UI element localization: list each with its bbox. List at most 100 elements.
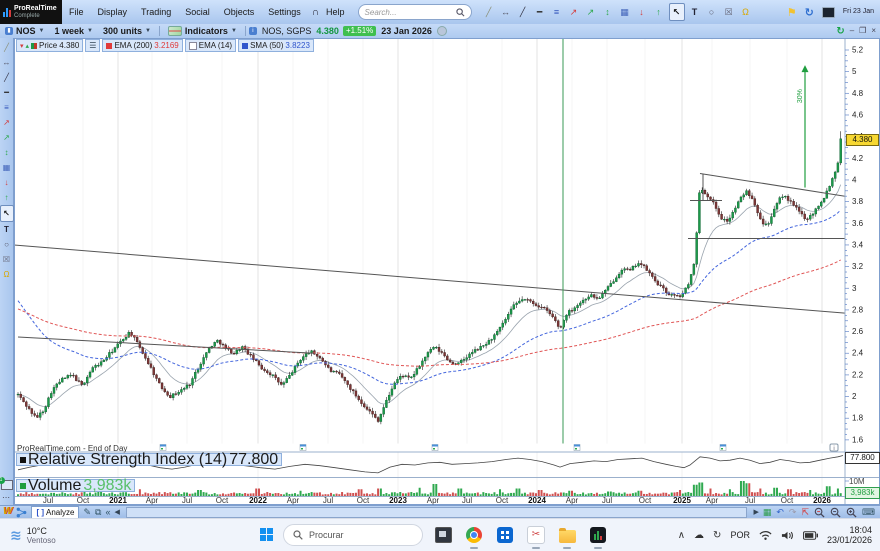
snapshot-icon[interactable]: ▦: [2, 162, 11, 172]
chat-icon[interactable]: ✎: [83, 507, 92, 517]
delete-tool-icon[interactable]: ☒: [724, 7, 733, 17]
measure-icon[interactable]: ↔: [501, 7, 511, 17]
menu-file[interactable]: File: [69, 7, 84, 17]
menu-trading[interactable]: Trading: [141, 7, 172, 17]
app-chrome[interactable]: [463, 524, 485, 549]
delete-tool-icon[interactable]: ☒: [2, 254, 11, 264]
snapshot-icon[interactable]: ▦: [620, 7, 629, 17]
taskbar-search[interactable]: Procurar: [283, 524, 423, 546]
redo-icon[interactable]: ↷: [788, 507, 797, 517]
down-trend-icon[interactable]: ↗: [569, 7, 578, 17]
timeframe-dropdown[interactable]: 1 week ▼: [54, 26, 93, 36]
units-dropdown[interactable]: 300 units ▼: [102, 26, 151, 36]
ruler-icon[interactable]: ╱: [4, 42, 9, 52]
scroll-right-button[interactable]: ▶: [753, 508, 759, 516]
list-settings-chip[interactable]: ☰: [85, 39, 101, 52]
info-icon[interactable]: i: [248, 27, 257, 35]
tray-chevron-icon[interactable]: ∧: [677, 529, 686, 541]
svg-text:Oct: Oct: [639, 496, 652, 505]
zoom-in-icon[interactable]: [846, 507, 857, 518]
scroll-left-button[interactable]: ◀: [114, 508, 120, 516]
prt-w-icon[interactable]: W: [3, 506, 13, 517]
analyze-button[interactable]: [ ] Analyze: [31, 505, 80, 519]
sync-icon[interactable]: ↻: [713, 529, 722, 541]
volume-axis-max: 10M: [849, 477, 865, 486]
app-explorer[interactable]: [556, 524, 578, 549]
keyboard-icon[interactable]: ⌨: [862, 507, 875, 517]
menu-help-wrap[interactable]: ∩ Help: [308, 0, 352, 24]
menu-settings[interactable]: Settings: [268, 7, 301, 17]
alert-bell-icon[interactable]: Ω: [3, 269, 10, 279]
buy-arrow-icon[interactable]: ↑: [656, 7, 661, 17]
cursor-icon[interactable]: ↖: [0, 205, 14, 222]
symbol-dropdown[interactable]: ▮ NOS ▼: [0, 26, 49, 36]
buy-arrow-icon[interactable]: ↑: [4, 192, 9, 202]
pointer-chart-icon[interactable]: ⇱: [801, 507, 809, 517]
trendline-icon[interactable]: ╱: [519, 7, 526, 17]
start-button[interactable]: [260, 528, 274, 542]
sell-arrow-icon[interactable]: ↓: [4, 177, 9, 187]
rsi-legend-chip[interactable]: Relative Strength Index (14) 77.800: [16, 451, 283, 468]
app-task-view[interactable]: [432, 524, 454, 546]
menu-objects[interactable]: Objects: [223, 7, 255, 17]
monitor-icon[interactable]: [821, 6, 835, 18]
undo-icon[interactable]: ↶: [776, 507, 784, 517]
search-input[interactable]: Search...: [357, 4, 472, 20]
menu-social[interactable]: Social: [185, 7, 210, 17]
flag-icon[interactable]: ⚑: [786, 6, 797, 19]
sync-icon[interactable]: ↻: [836, 25, 845, 37]
sma50-legend-chip[interactable]: SMA (50) 3.8223: [238, 39, 314, 52]
windows-layout-icon[interactable]: ⧉: [95, 507, 102, 517]
cursor-icon[interactable]: ↖: [668, 3, 685, 21]
close-button[interactable]: ×: [871, 26, 876, 35]
menu-help[interactable]: Help: [326, 7, 345, 17]
chart-scrollbar[interactable]: [125, 506, 748, 518]
vertical-range-icon[interactable]: ↕: [4, 147, 9, 157]
onedrive-cloud-icon[interactable]: ☁: [694, 529, 705, 541]
more-icon[interactable]: ⋯: [2, 493, 11, 502]
workspace-icon[interactable]: 1: [0, 477, 13, 490]
measure-icon[interactable]: ↔: [2, 57, 11, 67]
indicators-dropdown[interactable]: Indicators ▼: [163, 26, 242, 36]
up-trend-icon[interactable]: ↗: [3, 132, 10, 142]
chart-canvas[interactable]: 30%5.254.84.64.44.243.83.63.43.232.82.62…: [14, 38, 880, 505]
fibonacci-icon[interactable]: ≡: [553, 7, 560, 17]
text-tool-icon[interactable]: T: [4, 224, 9, 234]
up-trend-icon[interactable]: ↗: [586, 7, 595, 17]
restore-button[interactable]: ❐: [859, 26, 867, 35]
clock[interactable]: 18:04 23/01/2026: [827, 525, 872, 545]
text-tool-icon[interactable]: T: [691, 7, 698, 17]
wifi-icon[interactable]: [759, 530, 772, 541]
app-store[interactable]: [494, 524, 516, 546]
app-snipping[interactable]: ✂: [525, 524, 547, 549]
trendline-icon[interactable]: ╱: [4, 72, 9, 82]
ellipse-tool-icon[interactable]: ○: [4, 239, 9, 249]
zoom-out-icon[interactable]: [830, 507, 841, 518]
calendar-icon[interactable]: ▦: [762, 507, 772, 517]
sell-arrow-icon[interactable]: ↓: [639, 7, 644, 17]
ruler-icon[interactable]: ╱: [485, 7, 492, 17]
collapse-icon[interactable]: «: [105, 507, 111, 517]
horizontal-line-icon[interactable]: ━: [4, 87, 9, 97]
minimize-button[interactable]: –: [849, 26, 855, 35]
share-icon[interactable]: [16, 507, 27, 518]
snapshot-circle-icon[interactable]: [436, 26, 447, 36]
alert-bell-icon[interactable]: Ω: [742, 7, 749, 17]
volume-legend-chip[interactable]: Volume 3,983k: [16, 477, 136, 494]
battery-icon[interactable]: [802, 530, 818, 540]
price-legend-chip[interactable]: ▾ ▴ Price 4.380: [16, 39, 84, 52]
menu-display[interactable]: Display: [97, 7, 128, 17]
app-prorealtime[interactable]: [587, 524, 609, 549]
fibonacci-icon[interactable]: ≡: [4, 102, 9, 112]
ema200-legend-chip[interactable]: EMA (200) 3.2169: [102, 39, 183, 52]
ellipse-tool-icon[interactable]: ○: [708, 7, 715, 17]
zoom-chart-icon[interactable]: [814, 507, 825, 518]
vertical-range-icon[interactable]: ↕: [605, 7, 610, 17]
weather-widget[interactable]: ≋ 10°C Ventoso: [0, 526, 260, 545]
refresh-icon[interactable]: ↻: [804, 6, 814, 19]
language-indicator[interactable]: POR: [730, 530, 750, 540]
down-trend-icon[interactable]: ↗: [3, 117, 10, 127]
volume-icon[interactable]: [781, 530, 794, 541]
ema14-legend-chip[interactable]: EMA (14): [184, 39, 237, 52]
horizontal-line-icon[interactable]: ━: [536, 7, 543, 17]
